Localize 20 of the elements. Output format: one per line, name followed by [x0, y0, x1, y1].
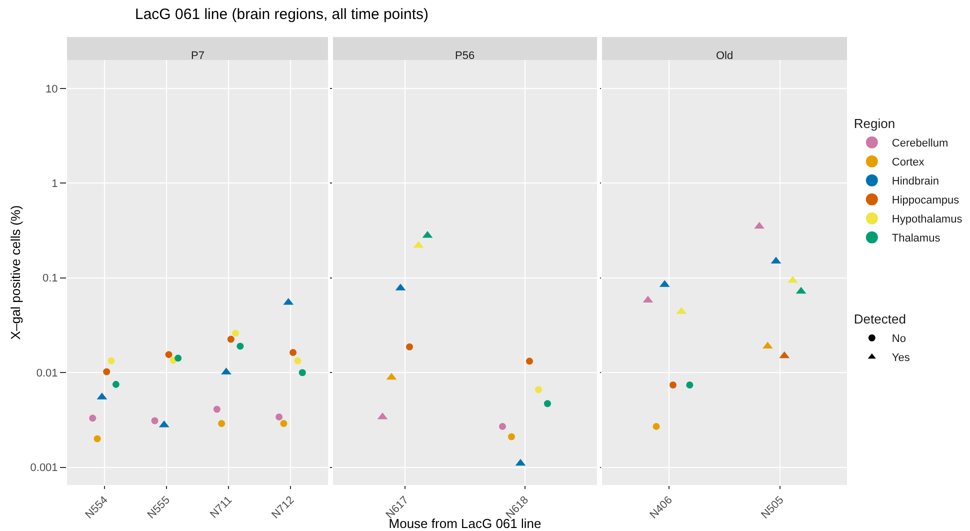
y-tick-label: 0.001 — [30, 462, 58, 474]
chart-subtitle: P56 — [455, 50, 475, 62]
y-tick-label: 10 — [46, 83, 58, 96]
legend-label: No — [892, 333, 906, 346]
y-tick-label: 0.1 — [42, 272, 58, 285]
legend-label: Thalamus — [892, 232, 941, 245]
y-axis-title: X–gal positive cells (%) — [8, 205, 24, 340]
text: Detected — [854, 311, 906, 326]
legend-label: Cortex — [892, 156, 925, 169]
chart-subtitle: Old — [716, 50, 734, 62]
y-tick-label: 1 — [52, 178, 58, 190]
legend-label: Hypothalamus — [892, 214, 963, 226]
legend-label: Cerebellum — [892, 138, 948, 150]
chart-subtitle: P7 — [191, 50, 204, 62]
legend-title: Region — [854, 116, 896, 131]
legend-label: Hippocampus — [892, 194, 960, 207]
y-tick-label: 0.01 — [36, 367, 58, 380]
legend-label: Yes — [892, 352, 910, 364]
legend-label: Hindbrain — [892, 176, 939, 188]
chart-title: LacG 061 line (brain regions, all time points) — [135, 6, 428, 23]
